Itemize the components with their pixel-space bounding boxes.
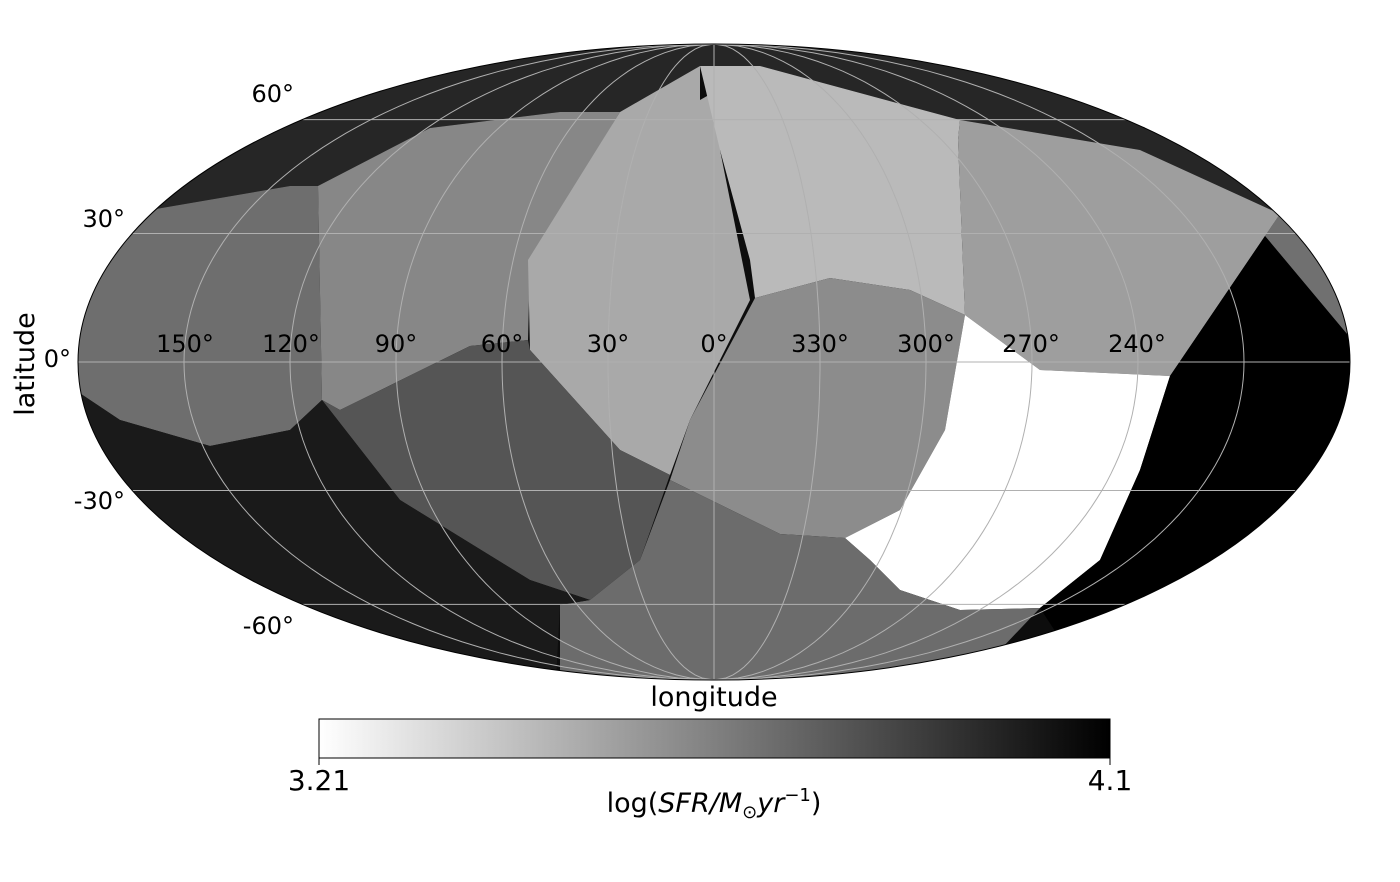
southwest-middle-region bbox=[322, 340, 670, 600]
colorbar-min-label: 3.21 bbox=[288, 764, 350, 797]
lon-tick-60: 60° bbox=[481, 330, 524, 358]
colorbar-label-italic: SFR/M bbox=[658, 788, 742, 819]
lat-tick-0: 0° bbox=[44, 345, 71, 373]
southeast-hole-region bbox=[845, 315, 1170, 610]
colorbar-gradient bbox=[318, 718, 1111, 759]
lon-tick-150: 150° bbox=[156, 330, 214, 358]
northeast-region bbox=[958, 120, 1280, 376]
colorbar: 3.21 4.1 log(SFR/M⊙yr−1) bbox=[288, 718, 1133, 823]
north-central-region bbox=[700, 66, 965, 315]
west-lobe-region bbox=[78, 186, 322, 446]
colorbar-label-sup: −1 bbox=[784, 785, 811, 806]
colorbar-max-label: 4.1 bbox=[1088, 764, 1133, 797]
graticule bbox=[78, 44, 1350, 680]
y-axis-label: latitude bbox=[10, 312, 41, 416]
lon-tick-labels: 150° 120° 90° 60° 30° 0° 330° 300° 270° … bbox=[156, 330, 1166, 358]
lon-tick-120: 120° bbox=[262, 330, 320, 358]
lat-tick-minus-60: -60° bbox=[243, 612, 294, 640]
lon-tick-270: 270° bbox=[1002, 330, 1060, 358]
center-south-region bbox=[670, 278, 965, 538]
central-region bbox=[528, 66, 760, 475]
south-region bbox=[560, 480, 1040, 680]
lon-tick-0: 0° bbox=[700, 330, 727, 358]
colorbar-label-italic2: yr bbox=[756, 788, 786, 819]
lat-tick-labels: 60° 30° 0° -30° -60° bbox=[44, 80, 294, 640]
lon-tick-90: 90° bbox=[375, 330, 418, 358]
colorbar-label-prefix: log( bbox=[607, 788, 659, 819]
lon-tick-30: 30° bbox=[587, 330, 630, 358]
lon-tick-330: 330° bbox=[791, 330, 849, 358]
lon-tick-240: 240° bbox=[1108, 330, 1166, 358]
west-middle-region bbox=[318, 112, 620, 410]
sky-pixels bbox=[78, 44, 1350, 680]
lat-tick-60: 60° bbox=[251, 80, 294, 108]
lat-tick-30: 30° bbox=[82, 205, 125, 233]
x-axis-label: longitude bbox=[650, 682, 777, 713]
colorbar-label-sub: ⊙ bbox=[742, 802, 757, 823]
map-outline bbox=[77, 43, 1351, 681]
colorbar-label-suffix: ) bbox=[811, 788, 822, 819]
lon-tick-300: 300° bbox=[897, 330, 955, 358]
lat-tick-minus-30: -30° bbox=[74, 487, 125, 515]
colorbar-label: log(SFR/M⊙yr−1) bbox=[607, 785, 822, 823]
